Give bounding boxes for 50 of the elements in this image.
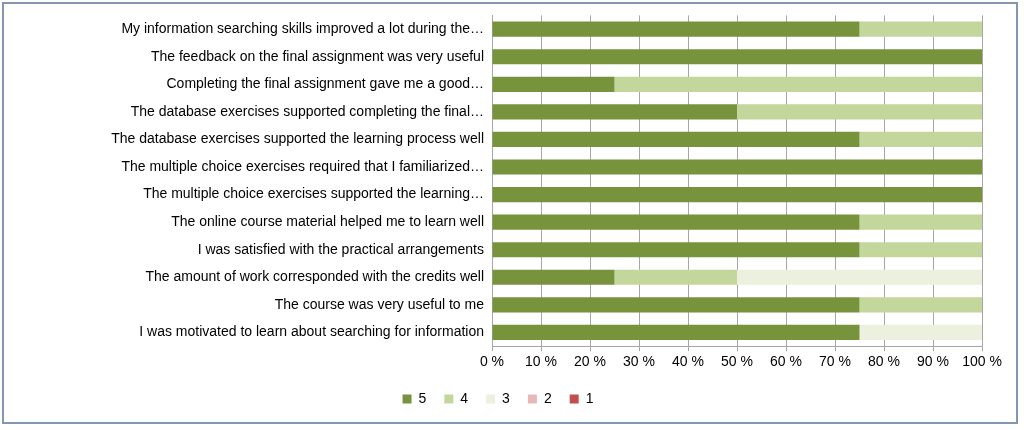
bar: [614, 269, 737, 285]
bar: [859, 297, 982, 313]
y-tick-label: Completing the final assignment gave me a good…: [166, 75, 484, 92]
x-tick-label: 0 %: [479, 353, 505, 370]
x-tick-label: 30 %: [623, 353, 655, 370]
x-tick-label: 20 %: [574, 353, 606, 370]
y-tick-label: The multiple choice exercises required that I familiarized…: [121, 157, 484, 174]
x-tick-label: 90 %: [917, 353, 949, 370]
bar: [492, 131, 860, 148]
y-tick-label: I was satisfied with the practical arrangements: [197, 240, 484, 257]
bar: [492, 21, 860, 37]
x-tick-label: 100 %: [962, 353, 1002, 370]
y-tick-label: My information searching skills improved a lot during the…: [121, 20, 484, 37]
x-tick-label: 60 %: [770, 353, 802, 370]
y-tick-label: The database exercises supported the learning process well: [111, 130, 484, 147]
legend-label: 3: [502, 389, 511, 406]
bar: [859, 214, 982, 230]
bar: [737, 269, 982, 285]
y-tick-label: The database exercises supported completing the final…: [130, 102, 484, 119]
y-tick-label: The multiple choice exercises supported the learning…: [143, 185, 484, 202]
bar: [492, 159, 982, 175]
bar: [859, 324, 982, 340]
bar: [492, 49, 982, 65]
bar: [492, 242, 860, 258]
bar: [859, 131, 982, 148]
bar: [859, 21, 982, 37]
y-tick-label: The feedback on the final assignment was very useful: [150, 47, 484, 64]
y-tick-label: I was motivated to learn about searching for information: [139, 323, 484, 340]
bar: [492, 76, 615, 92]
legend-label: 2: [543, 389, 552, 406]
legend-label: 4: [460, 389, 469, 406]
y-tick-label: The course was very useful to me: [274, 295, 485, 312]
bar: [614, 76, 982, 92]
bar: [492, 324, 860, 340]
legend-label: 1: [585, 389, 594, 406]
bar: [492, 214, 860, 230]
y-tick-label: The online course material helped me to learn well: [171, 213, 484, 230]
bar: [859, 242, 982, 258]
x-tick-label: 50 %: [721, 353, 753, 370]
x-tick-label: 80 %: [868, 353, 900, 370]
y-tick-label: The amount of work corresponded with the credits well: [145, 268, 484, 285]
bar: [737, 104, 982, 120]
bar: [492, 104, 737, 120]
legend-label: 5: [418, 389, 427, 406]
x-tick-label: 70 %: [819, 353, 851, 370]
x-tick-label: 40 %: [672, 353, 704, 370]
bar: [492, 269, 615, 285]
bar: [492, 297, 860, 313]
x-tick-label: 10 %: [525, 353, 557, 370]
bar: [492, 187, 982, 203]
